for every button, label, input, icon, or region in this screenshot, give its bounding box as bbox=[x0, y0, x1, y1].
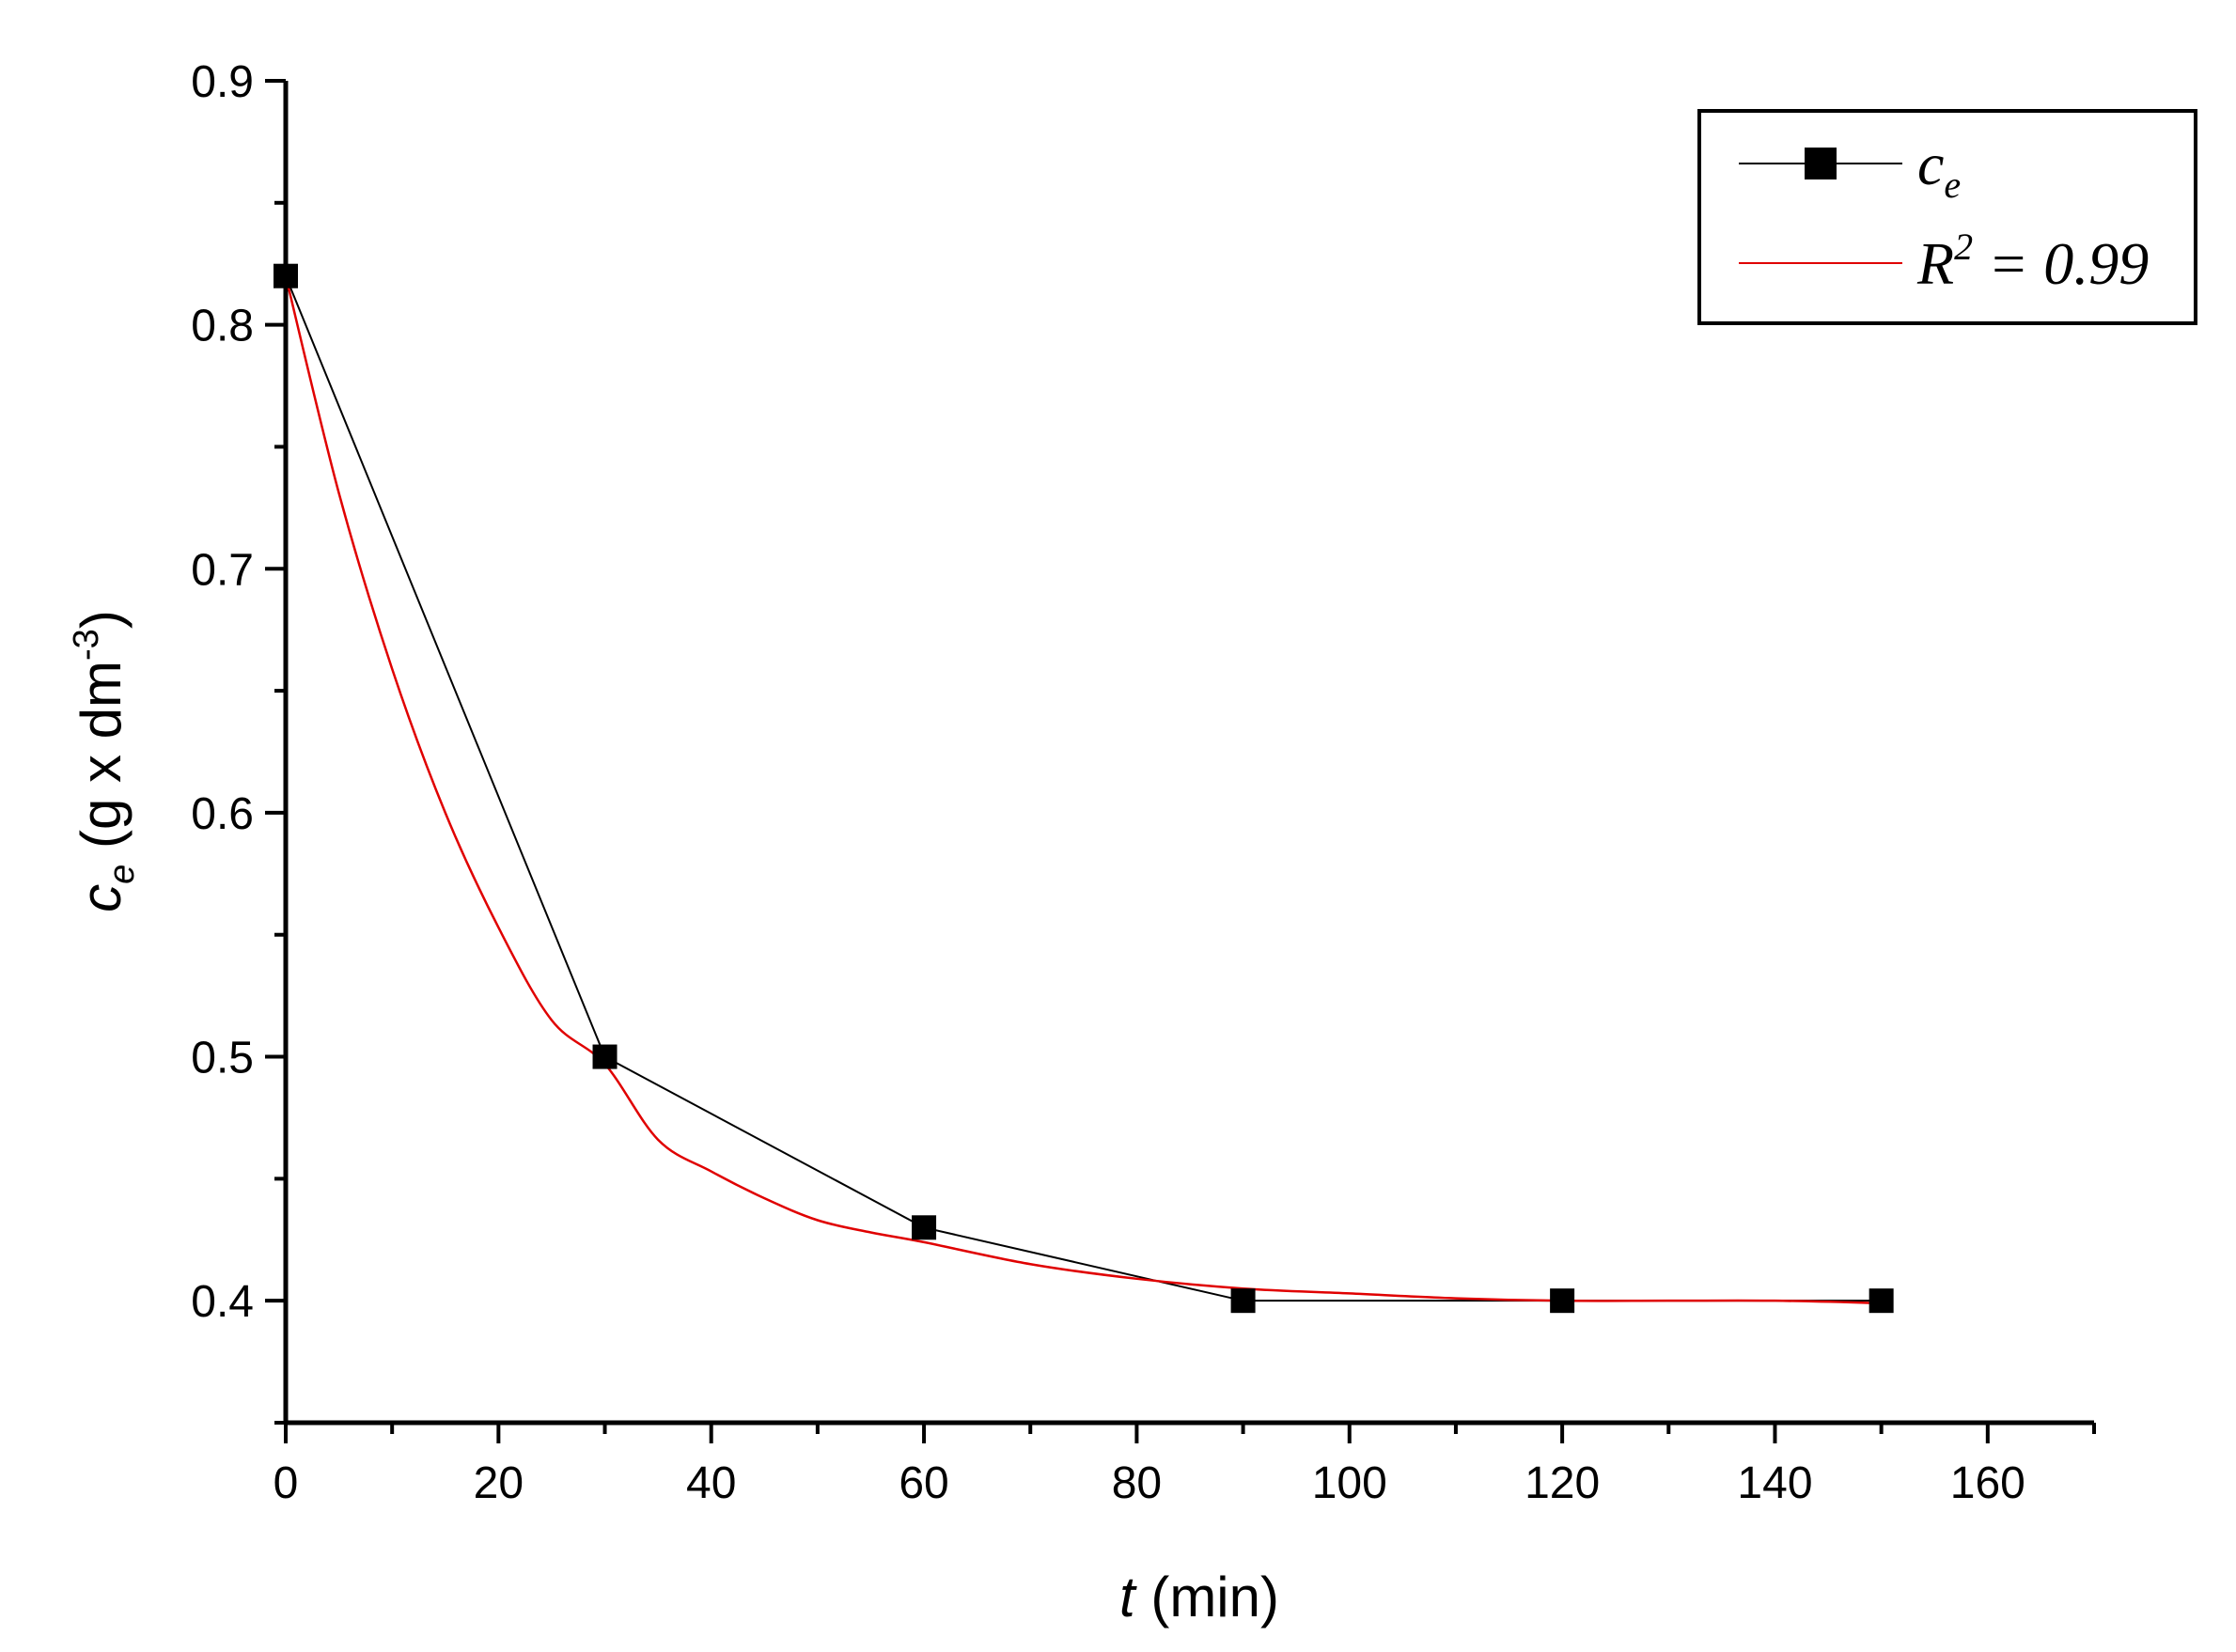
y-axis-sub: e bbox=[102, 865, 142, 884]
plot-area: 0.4 0.5 0.6 0.7 0.8 0.9 0 20 40 60 80 100 120 140 160 bbox=[191, 57, 2096, 1508]
data-point-ce bbox=[592, 1044, 618, 1069]
y-tick-label: 0.4 bbox=[191, 1277, 254, 1327]
y-axis-unit: (g x dm bbox=[70, 661, 133, 865]
data-point-ce bbox=[1230, 1288, 1256, 1314]
series-line-fit bbox=[284, 275, 1882, 1305]
x-tick-label: 60 bbox=[899, 1458, 948, 1508]
y-tick-label: 0.7 bbox=[191, 545, 254, 595]
legend-fit-sup: 2 bbox=[1954, 226, 1973, 268]
y-axis-sup: -3 bbox=[67, 629, 106, 661]
legend-box bbox=[1697, 109, 2197, 325]
data-point-ce bbox=[912, 1215, 937, 1240]
x-tick-label: 160 bbox=[1950, 1458, 2025, 1508]
x-tick-label: 140 bbox=[1737, 1458, 1812, 1508]
data-point-ce bbox=[274, 263, 298, 288]
y-tick-label: 0.8 bbox=[191, 302, 254, 351]
data-point-ce bbox=[1550, 1288, 1575, 1314]
series-line-ce bbox=[285, 275, 1882, 1302]
legend-marker-ce bbox=[1805, 148, 1837, 179]
y-axis-var: c bbox=[70, 884, 133, 912]
x-tick-label: 80 bbox=[1112, 1458, 1162, 1508]
x-axis-ticks: 0 20 40 60 80 100 120 140 160 bbox=[274, 1423, 2096, 1508]
x-tick-label: 20 bbox=[474, 1458, 524, 1508]
legend-ce-main: c bbox=[1917, 131, 1944, 197]
y-tick-label: 0.9 bbox=[191, 57, 254, 107]
x-axis-unit: (min) bbox=[1135, 1566, 1279, 1629]
y-tick-label: 0.5 bbox=[191, 1034, 254, 1083]
x-tick-label: 100 bbox=[1312, 1458, 1387, 1508]
x-tick-label: 0 bbox=[274, 1458, 299, 1508]
y-axis-close: ) bbox=[70, 610, 133, 629]
legend-fit-rest: = 0.99 bbox=[1973, 230, 2149, 297]
legend-fit-main: R bbox=[1916, 230, 1954, 297]
legend-label-fit: R2 = 0.99 bbox=[1916, 226, 2149, 297]
series-layer bbox=[274, 263, 1894, 1314]
data-point-ce bbox=[1869, 1288, 1894, 1314]
y-axis-title: ce (g x dm-3) bbox=[67, 610, 142, 912]
legend-label-ce: ce bbox=[1917, 131, 1961, 206]
x-axis-title: t (min) bbox=[1119, 1566, 1279, 1629]
x-tick-label: 40 bbox=[686, 1458, 736, 1508]
y-axis-ticks: 0.4 0.5 0.6 0.7 0.8 0.9 bbox=[191, 57, 286, 1425]
x-tick-label: 120 bbox=[1525, 1458, 1600, 1508]
y-tick-label: 0.6 bbox=[191, 789, 254, 839]
legend-ce-sub: e bbox=[1944, 164, 1961, 206]
x-axis-var: t bbox=[1119, 1566, 1137, 1629]
legend: ce R2 = 0.99 bbox=[1697, 109, 2197, 325]
